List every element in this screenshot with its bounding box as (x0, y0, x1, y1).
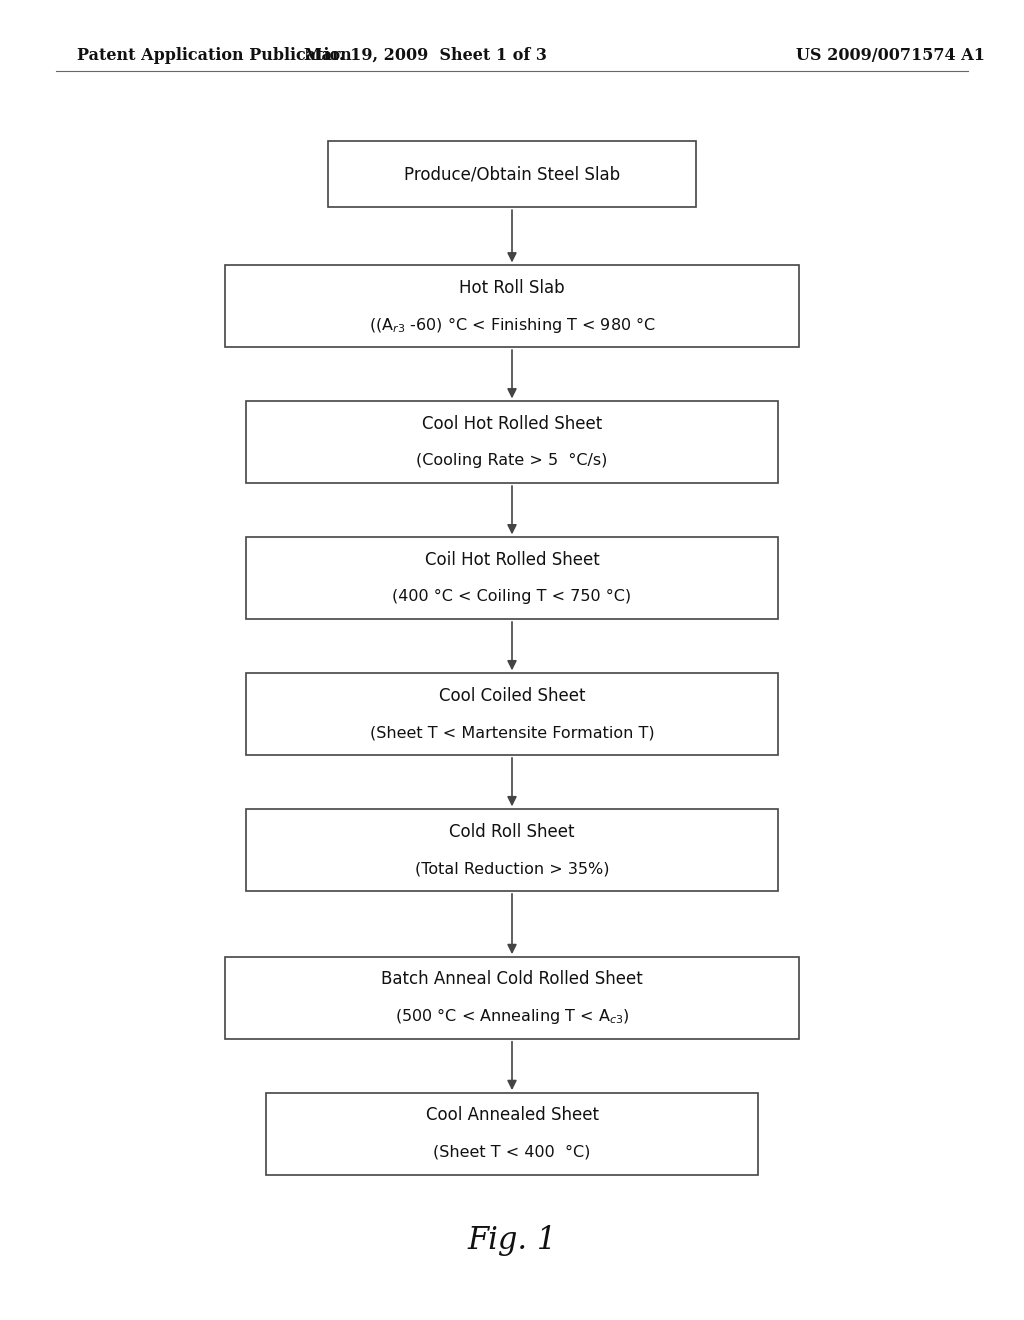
Text: Patent Application Publication: Patent Application Publication (77, 48, 351, 63)
Bar (225, 957, 799, 1039)
Text: Batch Anneal Cold Rolled Sheet: Batch Anneal Cold Rolled Sheet (381, 970, 643, 989)
Text: ((A$_{r3}$ -60) °C < Finishing T < 980 °C: ((A$_{r3}$ -60) °C < Finishing T < 980 °… (369, 314, 655, 335)
Bar (246, 537, 778, 619)
Text: US 2009/0071574 A1: US 2009/0071574 A1 (797, 48, 985, 63)
Text: Cool Coiled Sheet: Cool Coiled Sheet (438, 686, 586, 705)
Text: (Sheet T < Martensite Formation T): (Sheet T < Martensite Formation T) (370, 725, 654, 741)
Text: Cool Hot Rolled Sheet: Cool Hot Rolled Sheet (422, 414, 602, 433)
Bar (246, 401, 778, 483)
Text: (500 °C < Annealing T < A$_{c3}$): (500 °C < Annealing T < A$_{c3}$) (394, 1006, 630, 1027)
Text: Hot Roll Slab: Hot Roll Slab (459, 279, 565, 297)
Text: (Cooling Rate > 5  °C/s): (Cooling Rate > 5 °C/s) (417, 453, 607, 469)
Text: Cool Annealed Sheet: Cool Annealed Sheet (426, 1106, 598, 1125)
Text: (400 °C < Coiling T < 750 °C): (400 °C < Coiling T < 750 °C) (392, 589, 632, 605)
Text: (Total Reduction > 35%): (Total Reduction > 35%) (415, 861, 609, 876)
Text: Produce/Obtain Steel Slab: Produce/Obtain Steel Slab (403, 165, 621, 183)
Bar (225, 265, 799, 347)
Text: Fig. 1: Fig. 1 (467, 1225, 557, 1257)
Bar (246, 673, 778, 755)
Bar (266, 1093, 758, 1175)
Bar (246, 809, 778, 891)
Text: Mar. 19, 2009  Sheet 1 of 3: Mar. 19, 2009 Sheet 1 of 3 (303, 48, 547, 63)
Text: (Sheet T < 400  °C): (Sheet T < 400 °C) (433, 1144, 591, 1160)
Bar (328, 141, 696, 207)
Text: Cold Roll Sheet: Cold Roll Sheet (450, 822, 574, 841)
Text: Coil Hot Rolled Sheet: Coil Hot Rolled Sheet (425, 550, 599, 569)
